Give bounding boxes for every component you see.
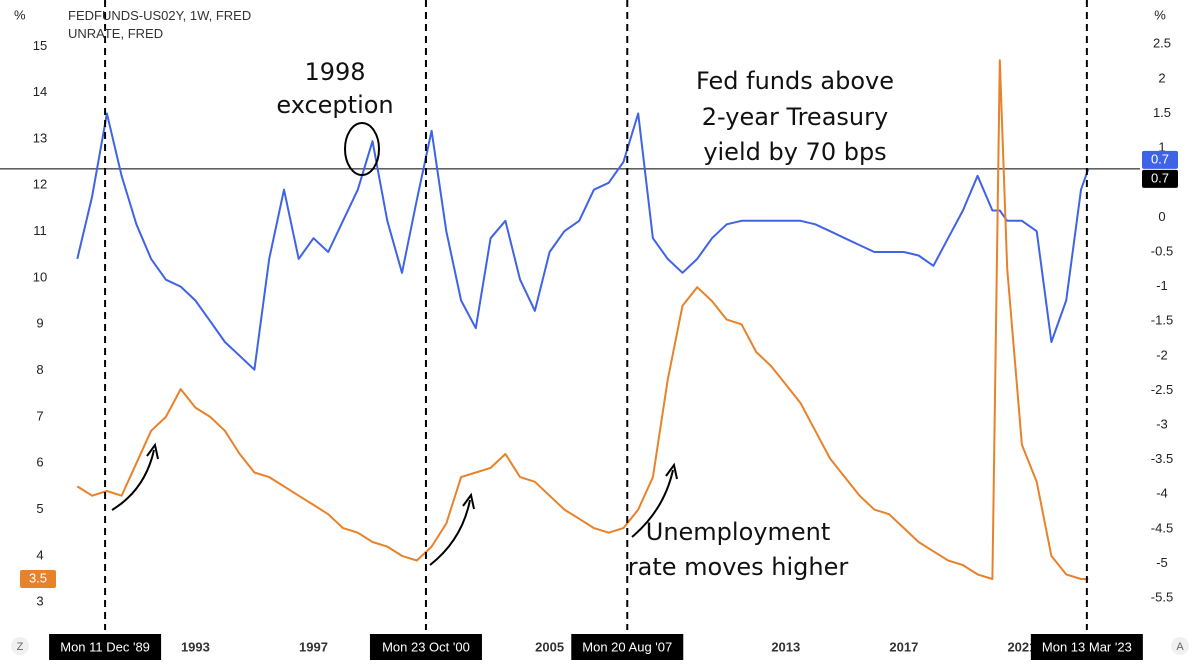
button[interactable]: Z bbox=[11, 637, 29, 655]
y2-tick-label: -0.5 bbox=[1151, 243, 1173, 258]
legend-entry: UNRATE, FRED bbox=[68, 26, 163, 41]
x-tick-label: 1993 bbox=[181, 639, 210, 654]
plot-area: 34567891011121314152.521.510.50-0.5-1-1.… bbox=[0, 0, 1178, 660]
y-tick-label: 12 bbox=[33, 177, 47, 192]
y-tick-label: 15 bbox=[33, 38, 47, 53]
y-unit: % bbox=[14, 7, 26, 22]
reference-tag bbox=[1142, 169, 1178, 188]
y2-tick-label: 0 bbox=[1158, 209, 1165, 224]
y2-tick-label: -5.5 bbox=[1151, 590, 1173, 605]
y-tick-label: 7 bbox=[36, 408, 43, 423]
y2-tick-label: -4 bbox=[1156, 486, 1168, 501]
button-bg[interactable] bbox=[1171, 637, 1189, 655]
last-value-label: 0.7 bbox=[1151, 151, 1169, 166]
annotation: Fed funds above bbox=[696, 67, 894, 95]
button[interactable]: A bbox=[1171, 637, 1189, 655]
series-line bbox=[76, 112, 1090, 371]
y2-unit: % bbox=[1154, 7, 1166, 22]
arrows bbox=[111, 442, 678, 566]
annotation: Unemployment bbox=[646, 518, 830, 546]
y-tick-label: 9 bbox=[36, 316, 43, 331]
y-tick-label: 3 bbox=[36, 594, 43, 609]
date-label-bg bbox=[369, 634, 482, 660]
y-tick-label: 10 bbox=[33, 269, 47, 284]
arrow bbox=[429, 499, 471, 566]
y-tick-label: 13 bbox=[33, 130, 47, 145]
date-label: Mon 23 Oct '00 bbox=[382, 639, 470, 654]
legend-entry: FEDFUNDS-US02Y, 1W, FRED bbox=[68, 8, 251, 23]
y-tick-label: 6 bbox=[36, 455, 43, 470]
date-label-bg bbox=[1030, 634, 1143, 660]
y2-tick-label: 2 bbox=[1158, 70, 1165, 85]
y-tick-label: 8 bbox=[36, 362, 43, 377]
arrow-head bbox=[665, 462, 678, 480]
arrow bbox=[111, 449, 155, 511]
reference-label: 0.7 bbox=[1151, 170, 1169, 185]
x-tick-label: 2017 bbox=[889, 639, 918, 654]
y2-tick-label: -5 bbox=[1156, 555, 1168, 570]
arrow bbox=[631, 469, 674, 538]
last-value-label: 3.5 bbox=[29, 570, 47, 585]
y2-tick-label: 2.5 bbox=[1153, 36, 1171, 51]
date-label: Mon 20 Aug '07 bbox=[582, 639, 672, 654]
y2-tick-label: -1 bbox=[1156, 278, 1168, 293]
y2-tick-label: 1.5 bbox=[1153, 105, 1171, 120]
y-tick-label: 5 bbox=[36, 501, 43, 516]
date-label: Mon 11 Dec '89 bbox=[60, 639, 150, 654]
y2-tick-label: -3 bbox=[1156, 417, 1168, 432]
annotation: exception bbox=[276, 91, 393, 119]
y2-tick-label: -2 bbox=[1156, 347, 1168, 362]
y-tick-label: 14 bbox=[33, 84, 47, 99]
series-line bbox=[76, 59, 1089, 580]
y2-tick-label: -1.5 bbox=[1151, 313, 1173, 328]
y-tick-label: 11 bbox=[33, 223, 47, 238]
x-tick-label: 2021 bbox=[1007, 639, 1036, 654]
date-label-bg bbox=[49, 634, 162, 660]
button-bg[interactable] bbox=[11, 637, 29, 655]
y2-tick-label: 1 bbox=[1158, 140, 1165, 155]
y-tick-label: 4 bbox=[36, 547, 43, 562]
y2-tick-label: -4.5 bbox=[1151, 520, 1173, 535]
highlight-circle bbox=[344, 122, 380, 176]
annotation: 1998 bbox=[304, 58, 365, 86]
button-label[interactable]: A bbox=[1176, 641, 1184, 653]
last-value-tag bbox=[1142, 150, 1178, 169]
arrow-head bbox=[462, 492, 475, 510]
x-tick-label: 2013 bbox=[771, 639, 800, 654]
arrow-head bbox=[146, 442, 159, 460]
x-tick-label: 2005 bbox=[535, 639, 564, 654]
annotation: 2-year Treasury bbox=[702, 103, 888, 131]
y2-tick-label: -2.5 bbox=[1151, 382, 1173, 397]
date-label-bg bbox=[571, 634, 684, 660]
button-label[interactable]: Z bbox=[17, 641, 24, 653]
y2-tick-label: -3.5 bbox=[1151, 451, 1173, 466]
last-value-tag bbox=[20, 570, 56, 589]
annotation: yield by 70 bps bbox=[703, 138, 886, 166]
x-tick-label: 1997 bbox=[299, 639, 328, 654]
date-label: Mon 13 Mar '23 bbox=[1042, 639, 1132, 654]
annotation: rate moves higher bbox=[628, 553, 849, 581]
